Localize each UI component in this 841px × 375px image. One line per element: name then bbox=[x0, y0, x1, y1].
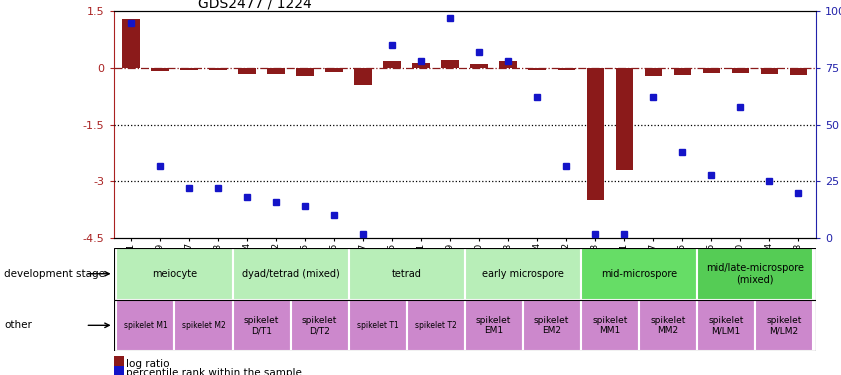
Text: spikelet
EM1: spikelet EM1 bbox=[476, 316, 511, 335]
Bar bbox=[760, 68, 778, 74]
Bar bbox=[354, 68, 372, 85]
Text: mid/late-microspore
(mixed): mid/late-microspore (mixed) bbox=[706, 263, 804, 285]
Bar bbox=[581, 300, 639, 351]
Text: spikelet
MM2: spikelet MM2 bbox=[650, 316, 685, 335]
Bar bbox=[232, 248, 348, 300]
Text: mid-microspore: mid-microspore bbox=[600, 269, 677, 279]
Text: early microspore: early microspore bbox=[482, 269, 563, 279]
Bar bbox=[348, 300, 406, 351]
Bar bbox=[464, 300, 523, 351]
Bar bbox=[412, 63, 430, 68]
Text: spikelet T2: spikelet T2 bbox=[415, 321, 457, 330]
Bar bbox=[586, 68, 604, 200]
Bar bbox=[151, 68, 169, 71]
Text: meiocyte: meiocyte bbox=[152, 269, 197, 279]
Bar bbox=[616, 68, 633, 170]
Bar bbox=[528, 68, 546, 70]
Bar bbox=[267, 68, 285, 74]
Text: spikelet
EM2: spikelet EM2 bbox=[534, 316, 569, 335]
Bar bbox=[383, 61, 401, 68]
Text: spikelet
M/LM1: spikelet M/LM1 bbox=[708, 316, 743, 335]
Bar bbox=[702, 68, 720, 72]
Bar bbox=[296, 68, 314, 76]
Bar bbox=[232, 300, 290, 351]
Bar bbox=[674, 68, 691, 75]
Bar bbox=[790, 68, 807, 75]
Text: spikelet
D/T1: spikelet D/T1 bbox=[244, 316, 279, 335]
Bar bbox=[697, 300, 755, 351]
Bar bbox=[116, 248, 232, 300]
Bar bbox=[732, 68, 749, 72]
Bar bbox=[406, 300, 464, 351]
Text: other: other bbox=[4, 320, 32, 330]
Text: tetrad: tetrad bbox=[392, 269, 421, 279]
Text: GDS2477 / 1224: GDS2477 / 1224 bbox=[198, 0, 311, 10]
Bar bbox=[174, 300, 232, 351]
Text: spikelet
M/LM2: spikelet M/LM2 bbox=[766, 316, 801, 335]
Bar bbox=[470, 64, 488, 68]
Text: dyad/tetrad (mixed): dyad/tetrad (mixed) bbox=[241, 269, 340, 279]
Bar bbox=[755, 300, 813, 351]
Bar bbox=[581, 248, 697, 300]
Bar bbox=[644, 68, 662, 76]
Bar bbox=[500, 61, 517, 68]
Bar bbox=[290, 300, 348, 351]
Bar bbox=[116, 300, 174, 351]
Text: log ratio: log ratio bbox=[126, 359, 170, 369]
Bar bbox=[325, 68, 343, 72]
Text: percentile rank within the sample: percentile rank within the sample bbox=[126, 368, 302, 375]
Text: spikelet T1: spikelet T1 bbox=[357, 321, 399, 330]
Bar bbox=[122, 19, 140, 68]
Bar bbox=[697, 248, 813, 300]
Text: spikelet M1: spikelet M1 bbox=[124, 321, 167, 330]
Bar bbox=[558, 68, 575, 70]
Text: spikelet
MM1: spikelet MM1 bbox=[592, 316, 627, 335]
Bar bbox=[238, 68, 256, 74]
Bar bbox=[180, 68, 198, 70]
Bar bbox=[639, 300, 697, 351]
Bar bbox=[209, 68, 227, 70]
Bar bbox=[348, 248, 464, 300]
Text: spikelet M2: spikelet M2 bbox=[182, 321, 225, 330]
Text: spikelet
D/T2: spikelet D/T2 bbox=[302, 316, 337, 335]
Text: development stage: development stage bbox=[4, 269, 105, 279]
Bar bbox=[464, 248, 581, 300]
Bar bbox=[523, 300, 581, 351]
Bar bbox=[442, 60, 459, 68]
